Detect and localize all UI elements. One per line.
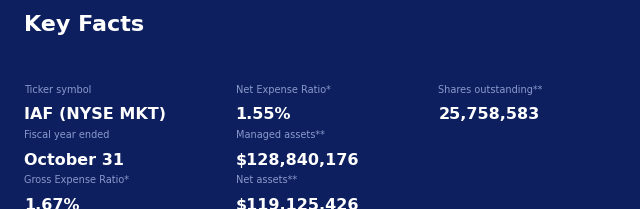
- Text: IAF (NYSE MKT): IAF (NYSE MKT): [24, 107, 166, 122]
- Text: Ticker symbol: Ticker symbol: [24, 85, 92, 95]
- Text: Net Expense Ratio*: Net Expense Ratio*: [236, 85, 330, 95]
- Text: Key Facts: Key Facts: [24, 15, 145, 35]
- Text: 25,758,583: 25,758,583: [438, 107, 540, 122]
- Text: October 31: October 31: [24, 153, 124, 168]
- Text: Gross Expense Ratio*: Gross Expense Ratio*: [24, 175, 129, 185]
- Text: $128,840,176: $128,840,176: [236, 153, 359, 168]
- Text: Fiscal year ended: Fiscal year ended: [24, 130, 109, 140]
- Text: Net assets**: Net assets**: [236, 175, 297, 185]
- Text: Managed assets**: Managed assets**: [236, 130, 324, 140]
- Text: $119,125,426: $119,125,426: [236, 198, 359, 209]
- Text: Shares outstanding**: Shares outstanding**: [438, 85, 543, 95]
- Text: 1.67%: 1.67%: [24, 198, 80, 209]
- Text: 1.55%: 1.55%: [236, 107, 291, 122]
